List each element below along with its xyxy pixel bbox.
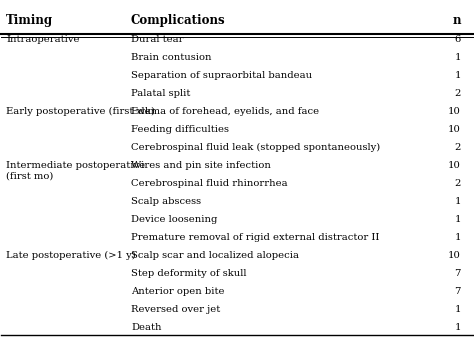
Text: 1: 1 (455, 197, 461, 206)
Text: Scalp abscess: Scalp abscess (131, 197, 201, 206)
Text: Edema of forehead, eyelids, and face: Edema of forehead, eyelids, and face (131, 107, 319, 116)
Text: 7: 7 (455, 269, 461, 278)
Text: Complications: Complications (131, 14, 226, 27)
Text: 2: 2 (455, 143, 461, 152)
Text: Early postoperative (first wk): Early postoperative (first wk) (6, 107, 155, 116)
Text: Late postoperative (>1 y): Late postoperative (>1 y) (6, 251, 136, 260)
Text: Reversed over jet: Reversed over jet (131, 305, 220, 314)
Text: Brain contusion: Brain contusion (131, 53, 211, 62)
Text: Wires and pin site infection: Wires and pin site infection (131, 161, 271, 170)
Text: Palatal split: Palatal split (131, 89, 191, 98)
Text: Intermediate postoperative
(first mo): Intermediate postoperative (first mo) (6, 161, 145, 180)
Text: Cerebrospinal fluid rhinorrhea: Cerebrospinal fluid rhinorrhea (131, 179, 288, 188)
Text: Death: Death (131, 323, 162, 332)
Text: Device loosening: Device loosening (131, 215, 218, 224)
Text: 1: 1 (455, 53, 461, 62)
Text: 2: 2 (455, 89, 461, 98)
Text: 6: 6 (455, 35, 461, 44)
Text: Premature removal of rigid external distractor II: Premature removal of rigid external dist… (131, 233, 379, 242)
Text: Separation of supraorbital bandeau: Separation of supraorbital bandeau (131, 71, 312, 80)
Text: 2: 2 (455, 179, 461, 188)
Text: 7: 7 (455, 287, 461, 296)
Text: 10: 10 (448, 251, 461, 260)
Text: 10: 10 (448, 161, 461, 170)
Text: Anterior open bite: Anterior open bite (131, 287, 225, 296)
Text: 10: 10 (448, 125, 461, 134)
Text: 1: 1 (455, 215, 461, 224)
Text: Timing: Timing (6, 14, 53, 27)
Text: 10: 10 (448, 107, 461, 116)
Text: 1: 1 (455, 305, 461, 314)
Text: Step deformity of skull: Step deformity of skull (131, 269, 246, 278)
Text: 1: 1 (455, 71, 461, 80)
Text: Intraoperative: Intraoperative (6, 35, 80, 44)
Text: 1: 1 (455, 233, 461, 242)
Text: Feeding difficulties: Feeding difficulties (131, 125, 229, 134)
Text: n: n (452, 14, 461, 27)
Text: Scalp scar and localized alopecia: Scalp scar and localized alopecia (131, 251, 299, 260)
Text: 1: 1 (455, 323, 461, 332)
Text: Cerebrospinal fluid leak (stopped spontaneously): Cerebrospinal fluid leak (stopped sponta… (131, 143, 380, 152)
Text: Dural tear: Dural tear (131, 35, 183, 44)
